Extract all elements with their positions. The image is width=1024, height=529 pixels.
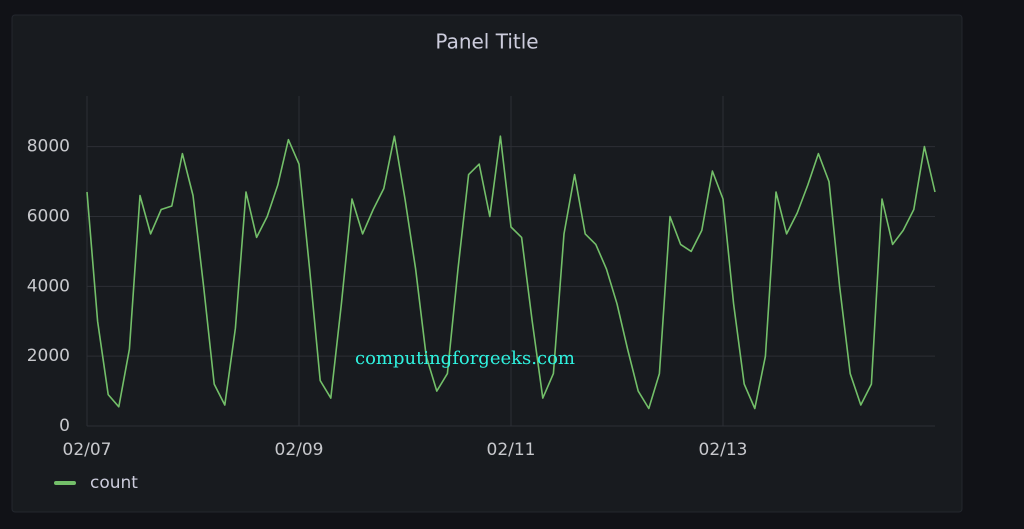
panel: [11, 14, 963, 513]
y-tick-label: 4000: [27, 276, 70, 296]
x-tick-label: 02/11: [487, 440, 536, 460]
legend-label: count: [90, 473, 138, 493]
y-tick-label: 2000: [27, 346, 70, 366]
panel-title: Panel Title: [435, 30, 538, 54]
y-tick-label: 6000: [27, 206, 70, 226]
x-tick-label: 02/07: [63, 440, 112, 460]
y-tick-label: 8000: [27, 137, 70, 157]
y-tick-label: 0: [59, 416, 70, 436]
x-tick-label: 02/13: [699, 440, 748, 460]
x-tick-label: 02/09: [275, 440, 324, 460]
legend-swatch: [54, 481, 76, 485]
series-line: [86, 135, 936, 410]
watermark: computingforgeeks.com: [355, 348, 575, 369]
